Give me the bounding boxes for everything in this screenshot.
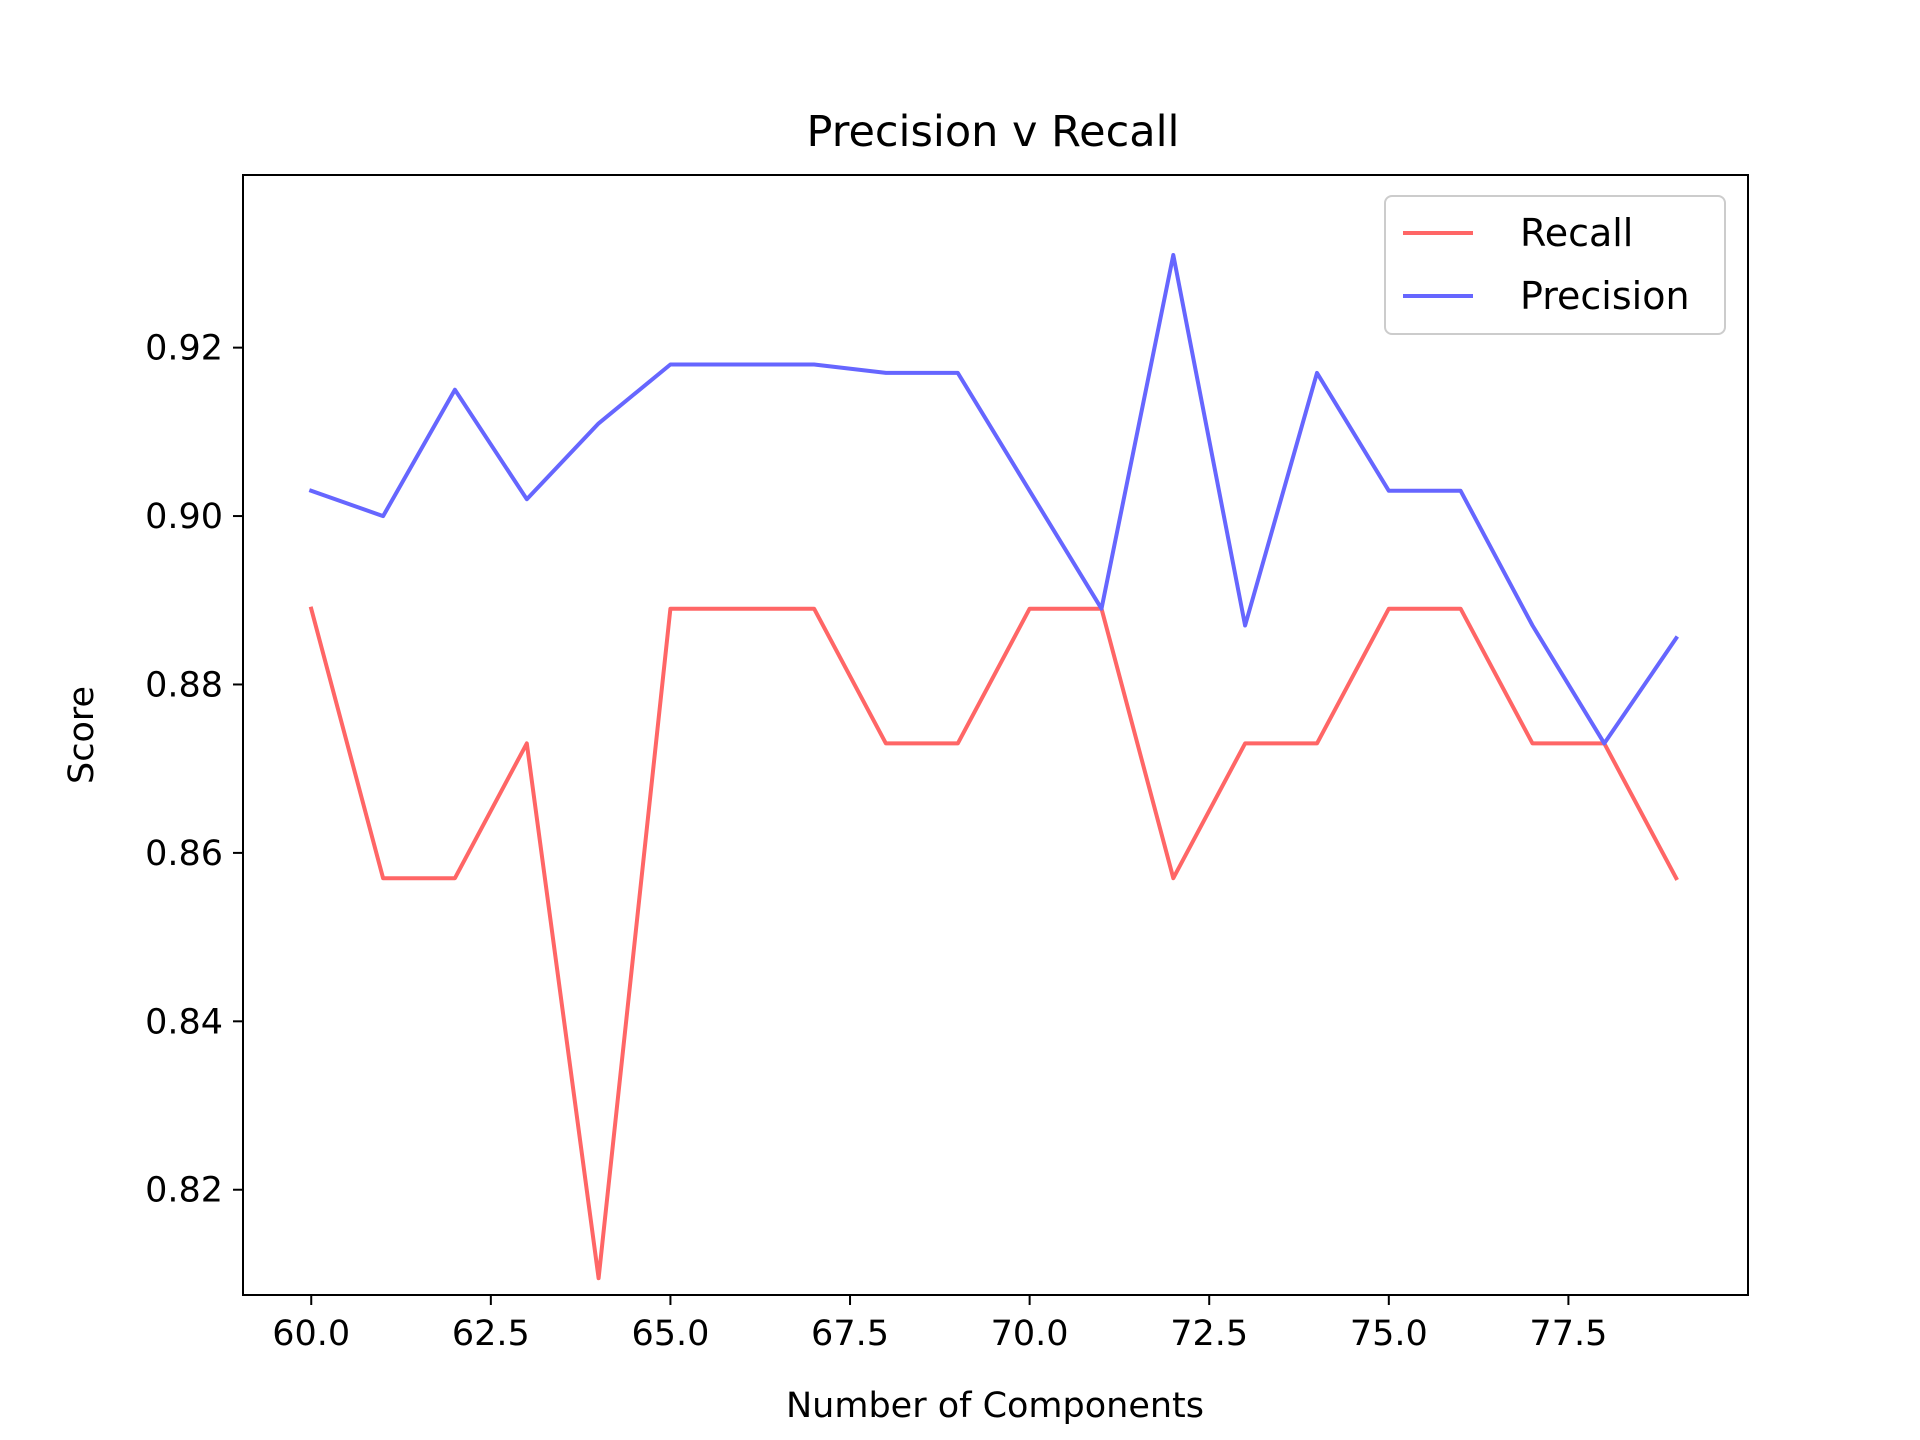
axes-frame	[242, 174, 1749, 1296]
series-lines	[308, 253, 1679, 1281]
x-tick-label: 75.0	[1350, 1314, 1428, 1354]
legend: Recall Precision	[1384, 195, 1726, 335]
y-tick-label: 0.84	[145, 1002, 223, 1042]
x-axis: 60.0 62.5 65.0 67.5 70.0 72.5 75.0 77.5	[272, 1295, 1607, 1354]
legend-label-recall: Recall	[1520, 211, 1633, 255]
series-line-recall	[308, 606, 1679, 1281]
legend-label-precision: Precision	[1520, 274, 1690, 318]
y-tick-label: 0.92	[145, 329, 223, 369]
x-tick-label: 65.0	[631, 1314, 709, 1354]
x-tick-label: 67.5	[811, 1314, 889, 1354]
x-axis-label: Number of Components	[786, 1386, 1204, 1426]
x-tick-label: 60.0	[272, 1314, 350, 1354]
series-line-precision	[308, 253, 1679, 746]
y-axis-label: Score	[62, 686, 102, 784]
y-tick-label: 0.86	[145, 834, 223, 874]
y-tick-label: 0.88	[145, 665, 223, 705]
y-tick-label: 0.82	[145, 1171, 223, 1211]
x-tick-label: 62.5	[452, 1314, 530, 1354]
x-tick-label: 77.5	[1529, 1314, 1607, 1354]
legend-box	[1384, 195, 1726, 335]
y-axis: 0.82 0.84 0.86 0.88 0.90 0.92	[145, 329, 243, 1211]
x-tick-label: 70.0	[991, 1314, 1069, 1354]
y-tick-label: 0.90	[145, 497, 223, 537]
x-tick-label: 72.5	[1170, 1314, 1248, 1354]
chart-title: Precision v Recall	[807, 107, 1180, 157]
